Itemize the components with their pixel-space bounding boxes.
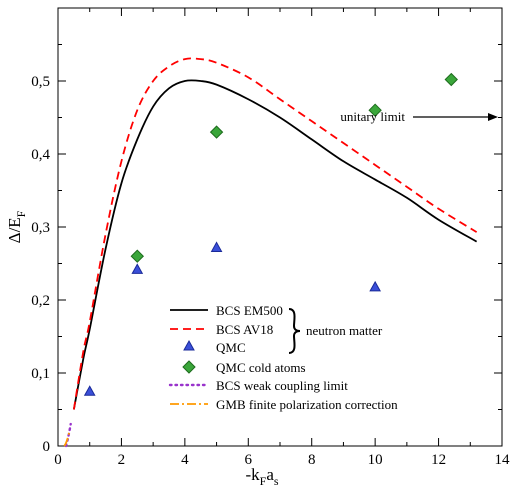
series-layer	[63, 57, 478, 448]
y-tick-label: 0,2	[31, 293, 50, 309]
legend-label-bcs-em500: BCS EM500	[216, 303, 283, 318]
unitary-limit-label: unitary limit	[340, 109, 405, 124]
legend-label-qmc: QMC	[216, 340, 246, 355]
x-tick-label: 8	[308, 452, 316, 468]
data-point-qmc-cold-atoms	[444, 72, 458, 87]
y-axis-title-sub: F	[14, 210, 28, 217]
y-tick-label: 0,5	[31, 74, 50, 90]
x-tick-label: 2	[118, 452, 126, 468]
legend: BCS EM500 BCS AV18 QMC QMC cold atoms BC…	[168, 303, 398, 412]
y-tick-label: 0	[43, 439, 51, 455]
legend-label-gmb: GMB finite polarization correction	[216, 397, 398, 412]
data-point-qmc	[131, 263, 144, 274]
data-point-qmc	[83, 385, 96, 396]
x-tick-labels: 0 2 4 6 8 10 12 14	[54, 452, 510, 468]
x-tick-label: 0	[54, 452, 62, 468]
neutron-matter-brace	[288, 308, 301, 354]
y-tick-label: 0,4	[31, 147, 50, 163]
legend-label-qmc-cold-atoms: QMC cold atoms	[216, 360, 306, 375]
series-line-bcs-weak-coupling-limit	[64, 422, 72, 448]
x-tick-label: 14	[495, 452, 510, 468]
data-point-qmc-cold-atoms	[209, 125, 224, 139]
data-point-qmc-cold-atoms	[130, 249, 144, 263]
legend-swatch-qmc-cold-atoms	[182, 360, 196, 374]
data-point-qmc	[369, 280, 381, 292]
legend-swatch-qmc	[183, 339, 195, 351]
legend-label-bcs-av18: BCS AV18	[216, 322, 273, 337]
y-axis-title: Δ/EF	[5, 210, 28, 243]
x-axis-title-sub1: F	[260, 474, 267, 488]
neutron-matter-label: neutron matter	[306, 323, 383, 338]
y-tick-label: 0,1	[31, 366, 50, 382]
x-axis-title-main: -k	[245, 465, 260, 484]
series-line-bcs-av18	[72, 57, 478, 410]
x-tick-label: 4	[181, 452, 189, 468]
legend-label-bcs-weak: BCS weak coupling limit	[216, 378, 348, 393]
x-tick-label: 12	[431, 452, 446, 468]
axis-ticks	[57, 8, 503, 447]
x-axis-title: -kFas	[245, 465, 278, 488]
x-axis-title-sub2: s	[274, 474, 279, 488]
x-tick-label: 6	[245, 452, 253, 468]
unitary-limit-arrowhead	[488, 113, 498, 121]
unitary-limit-annotation: unitary limit	[340, 109, 498, 124]
y-tick-label: 0,3	[31, 220, 50, 236]
y-tick-labels: 0 0,1 0,2 0,3 0,4 0,5	[31, 74, 50, 455]
data-point-qmc-cold-atoms	[368, 103, 382, 117]
y-axis-title-main: Δ/E	[5, 217, 24, 243]
x-axis-title-mid: a	[266, 465, 274, 484]
data-point-qmc	[210, 241, 223, 252]
series-line-bcs-em500	[72, 79, 478, 410]
x-tick-label: 10	[368, 452, 383, 468]
series-line-gmb-finite-polarization-correction	[63, 432, 70, 447]
